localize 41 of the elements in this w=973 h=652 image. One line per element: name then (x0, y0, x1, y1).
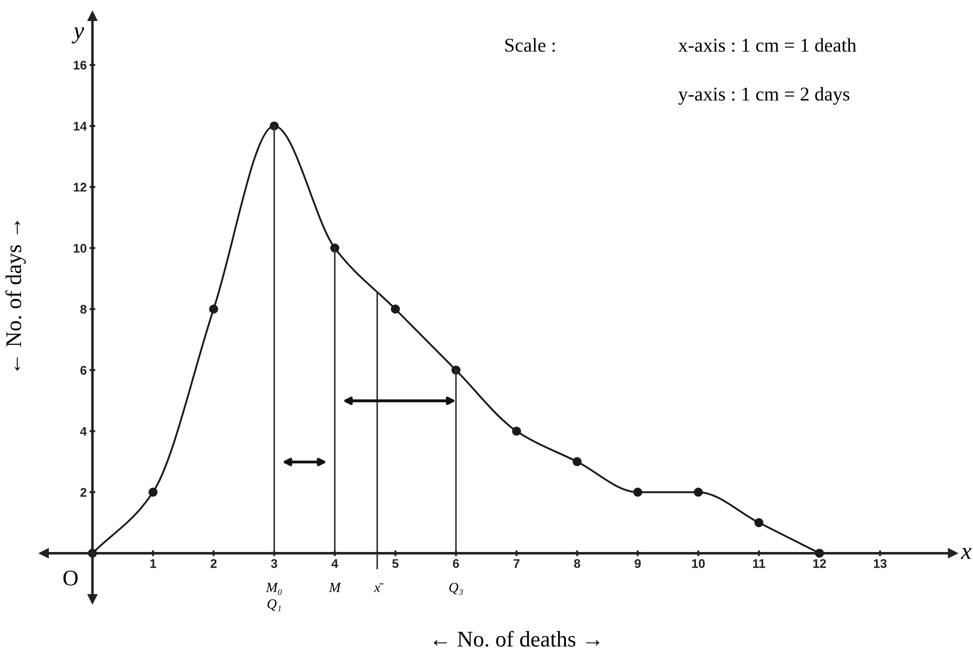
y-tick-label: 6 (80, 366, 86, 375)
x-tick-label: 8 (574, 559, 580, 568)
point (512, 426, 522, 436)
annotation: Scale : (505, 38, 555, 52)
x-tick-label: 1 (150, 559, 156, 568)
ref-line-label: Q₃ (449, 582, 463, 595)
ref-line-label: M (328, 582, 342, 592)
x-tick-label: 12 (813, 559, 826, 568)
x-tick-label: 9 (634, 559, 641, 568)
point (390, 304, 400, 314)
y-tick-label: 8 (80, 304, 87, 314)
y-tick-label: 12 (74, 182, 86, 192)
x-tick-label: 5 (392, 559, 399, 568)
ref-line-label: M₀ Q₁ (266, 582, 282, 612)
point (209, 304, 218, 314)
x-tick-label: 6 (452, 559, 459, 568)
annotation: O (63, 570, 78, 586)
y-tick-label: 16 (74, 60, 86, 70)
x-tick-label: 4 (332, 559, 338, 568)
text: x (960, 548, 972, 559)
point (754, 518, 764, 528)
x-tick-label: 3 (271, 559, 278, 568)
point (694, 488, 703, 497)
annotation: y (72, 28, 84, 44)
x-tick-label: 7 (514, 559, 520, 568)
ref-line-label: x̄ (374, 584, 384, 592)
annotation: x-axis : 1 cm = 1 death (678, 38, 856, 52)
y-tick-label: 14 (74, 122, 87, 130)
point (148, 488, 158, 497)
x-tick-label: 2 (210, 559, 217, 568)
x-axis-title: ← No. of deaths → (434, 630, 600, 647)
x-tick-label: 11 (753, 559, 766, 568)
y-tick-label: 4 (80, 427, 87, 436)
point (633, 488, 642, 497)
x-tick-label: 10 (692, 559, 705, 568)
y-tick-label: 10 (74, 244, 86, 253)
annotation: y-axis : 1 cm = 2 days (678, 87, 850, 105)
point (572, 457, 582, 466)
y-tick-label: 2 (80, 488, 86, 497)
y-axis-title: ← No. of days → (5, 221, 26, 371)
x-tick-label: 13 (874, 559, 887, 568)
